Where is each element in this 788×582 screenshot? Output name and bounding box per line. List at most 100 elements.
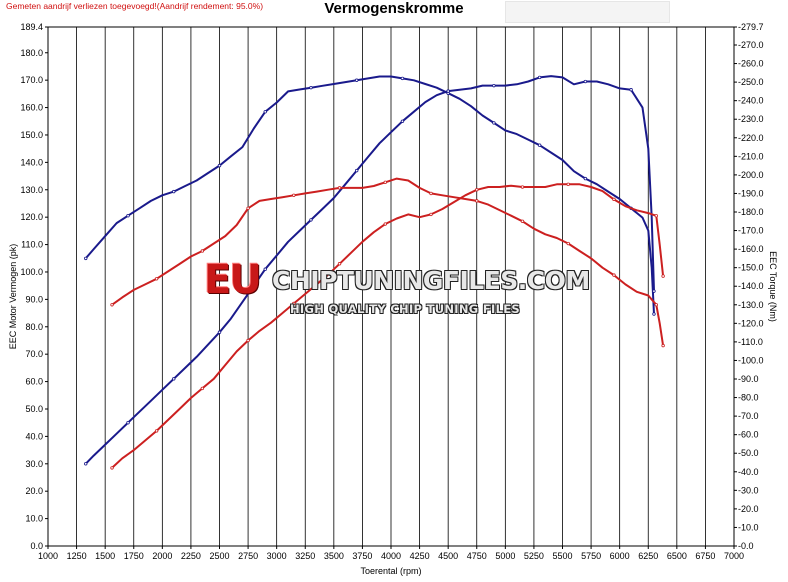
data-point xyxy=(246,206,250,210)
data-point xyxy=(446,89,450,93)
watermark-brand: EU xyxy=(204,257,262,303)
y-tick-label: 10.0 xyxy=(25,514,43,524)
y2-tick-label: -50.0 xyxy=(738,448,759,458)
x-tick-label: 1000 xyxy=(38,551,58,561)
data-point xyxy=(337,262,342,266)
data-point xyxy=(154,277,159,281)
data-point xyxy=(654,214,658,218)
data-point xyxy=(661,274,665,278)
data-point xyxy=(429,212,433,217)
data-point xyxy=(537,143,542,147)
x-tick-label: 3250 xyxy=(295,551,315,561)
x-tick-label: 6000 xyxy=(610,551,630,561)
x-tick-label: 5000 xyxy=(495,551,515,561)
x-tick-label: 5750 xyxy=(581,551,601,561)
y2-tick-label: -10.0 xyxy=(738,522,759,532)
y-tick-label: 140.0 xyxy=(20,157,43,167)
x-tick-label: 4000 xyxy=(381,551,401,561)
y2-tick-label: -90.0 xyxy=(738,374,759,384)
data-point xyxy=(263,110,267,114)
y2-axis-label: EEC Torque (Nm) xyxy=(768,251,778,322)
y2-tick-label: -260.0 xyxy=(738,59,764,69)
y-tick-label: 30.0 xyxy=(25,459,43,469)
data-point xyxy=(172,377,176,381)
y2-tick-label: -60.0 xyxy=(738,430,759,440)
loss-note: Gemeten aandrijf verliezen toegevoegd!(A… xyxy=(6,1,264,11)
data-point xyxy=(475,199,479,203)
y-tick-label: 160.0 xyxy=(20,103,43,113)
y2-tick-label: -110.0 xyxy=(738,337,763,347)
data-point xyxy=(355,78,359,82)
y2-tick-label: -0.0 xyxy=(738,541,754,551)
data-point xyxy=(126,214,130,218)
y-tick-label: 110.0 xyxy=(21,240,43,250)
y-tick-label: 20.0 xyxy=(25,486,43,496)
y-tick-label: 70.0 xyxy=(25,349,43,359)
data-point xyxy=(200,386,205,391)
x-tick-label: 6500 xyxy=(667,551,687,561)
y2-tick-label: -240.0 xyxy=(738,96,764,106)
x-tick-label: 4750 xyxy=(467,551,487,561)
x-tick-label: 3000 xyxy=(267,551,287,561)
y-tick-label: 170.0 xyxy=(20,75,43,85)
data-point xyxy=(661,343,665,348)
y-tick-label: 180.0 xyxy=(20,48,43,58)
data-point xyxy=(652,289,656,293)
x-tick-label: 6750 xyxy=(695,551,715,561)
header-info-box xyxy=(505,1,670,23)
data-point xyxy=(537,75,542,80)
x-tick-label: 3750 xyxy=(352,551,372,561)
data-point xyxy=(309,218,313,222)
data-point xyxy=(566,241,570,246)
data-point xyxy=(400,119,405,123)
data-point xyxy=(583,79,588,84)
data-point xyxy=(110,303,114,307)
data-point xyxy=(200,249,205,253)
y2-tick-label: -160.0 xyxy=(738,244,764,254)
data-point xyxy=(654,303,658,307)
x-tick-label: 7000 xyxy=(724,551,744,561)
x-tick-label: 4500 xyxy=(438,551,458,561)
y-tick-label: 40.0 xyxy=(25,431,43,441)
y-tick-label: 130.0 xyxy=(20,185,43,195)
chart-title: Vermogenskromme xyxy=(324,0,464,17)
y-tick-label: 0.0 xyxy=(30,541,43,551)
data-point xyxy=(84,462,88,466)
data-point xyxy=(612,273,616,277)
y2-tick-label: -270.0 xyxy=(738,40,764,50)
x-tick-label: 5250 xyxy=(524,551,544,561)
y2-tick-label: -100.0 xyxy=(738,355,764,365)
y2-tick-label: -20.0 xyxy=(738,504,759,514)
data-point xyxy=(400,76,405,81)
data-point xyxy=(217,163,222,168)
data-point xyxy=(217,330,222,334)
data-point xyxy=(583,176,588,181)
series-line-tuned-power xyxy=(84,75,655,465)
data-point xyxy=(383,222,387,226)
data-point xyxy=(110,466,114,470)
data-point xyxy=(355,168,359,173)
y2-tick-label: -279.7 xyxy=(738,22,764,32)
data-point xyxy=(520,185,525,189)
data-point xyxy=(383,180,387,185)
y2-tick-label: -40.0 xyxy=(738,467,759,477)
data-point xyxy=(292,193,296,197)
series-line-stock-power xyxy=(111,183,665,469)
series-line-tuned-torque xyxy=(84,75,655,316)
x-tick-label: 1250 xyxy=(67,551,87,561)
data-point xyxy=(612,197,616,202)
x-tick-label: 2750 xyxy=(238,551,258,561)
x-axis-label: Toerental (rpm) xyxy=(360,566,421,576)
y-tick-label: 60.0 xyxy=(25,377,43,387)
y2-tick-label: -140.0 xyxy=(738,281,764,291)
data-point xyxy=(246,338,250,343)
data-point xyxy=(566,182,570,186)
data-point xyxy=(629,88,633,92)
y2-tick-label: -190.0 xyxy=(738,188,764,198)
data-point xyxy=(520,219,525,223)
data-point xyxy=(652,312,656,316)
x-tick-label: 5500 xyxy=(552,551,572,561)
data-point xyxy=(126,420,130,425)
y2-tick-label: -30.0 xyxy=(738,485,759,495)
watermark-tagline: HIGH QUALITY CHIP TUNING FILES xyxy=(290,302,520,316)
